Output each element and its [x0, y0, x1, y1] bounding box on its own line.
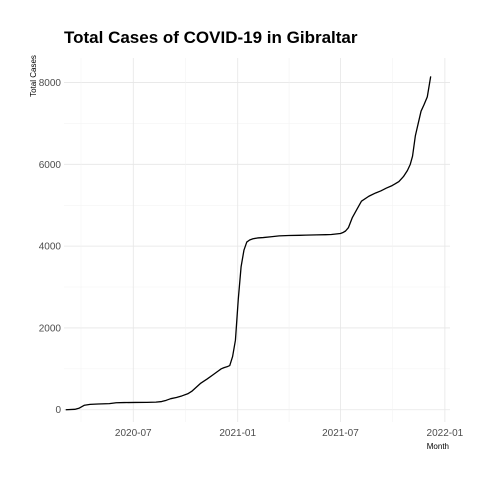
x-axis-title: Month — [427, 442, 449, 451]
y-tick-label: 6000 — [39, 160, 62, 171]
y-tick-label: 4000 — [39, 242, 62, 253]
x-tick-label: 2022-01 — [427, 428, 464, 439]
x-tick-label: 2021-01 — [219, 428, 256, 439]
y-tick-label: 2000 — [39, 323, 62, 334]
x-tick-label: 2020-07 — [115, 428, 152, 439]
chart-title: Total Cases of COVID-19 in Gibraltar — [64, 28, 358, 47]
y-tick-label: 0 — [55, 405, 61, 416]
y-axis-title: Total Cases — [29, 55, 38, 97]
y-tick-label: 8000 — [39, 78, 62, 89]
x-tick-label: 2021-07 — [322, 428, 359, 439]
